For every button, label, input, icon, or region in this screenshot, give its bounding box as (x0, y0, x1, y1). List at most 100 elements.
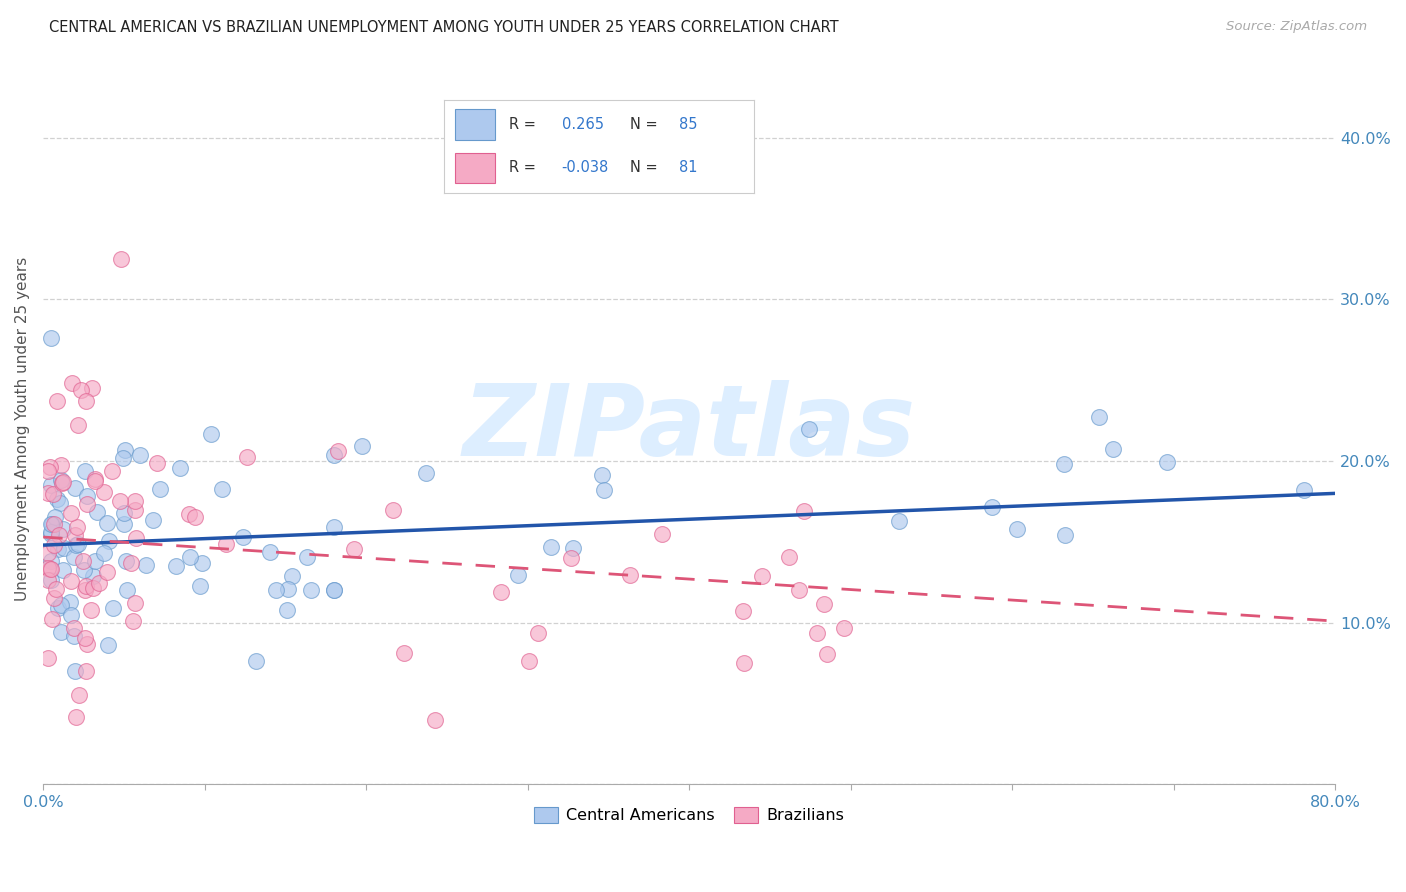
Point (191, 556, 214, 570)
Point (96, 565, 118, 579)
Point (832, 621, 855, 635)
Point (299, 582, 322, 597)
Point (49, 496, 72, 510)
Point (489, 584, 512, 599)
Point (52, 522, 75, 536)
Point (60, 376, 83, 391)
Point (44, 538, 66, 552)
Point (39, 562, 62, 576)
Point (70, 383, 93, 397)
Point (39, 524, 62, 539)
Point (65, 528, 87, 542)
Point (65, 538, 87, 552)
Point (245, 654, 267, 668)
Point (39, 527, 62, 541)
Point (59, 506, 82, 520)
Point (232, 530, 254, 544)
Point (44, 509, 66, 524)
Point (124, 531, 146, 545)
Point (76, 637, 98, 651)
Point (80, 381, 103, 395)
Point (93, 546, 115, 560)
Point (51, 599, 73, 613)
Point (76, 664, 98, 678)
Point (60, 607, 83, 622)
Point (39, 478, 62, 492)
Point (114, 442, 136, 457)
Point (815, 647, 838, 661)
Point (39, 562, 62, 576)
Point (423, 713, 446, 727)
Point (149, 482, 172, 496)
Point (73, 464, 96, 478)
Point (122, 614, 145, 628)
Point (82, 581, 104, 595)
Point (96, 516, 118, 531)
Point (793, 504, 815, 518)
Point (75, 579, 97, 593)
Point (322, 448, 344, 462)
Point (72, 554, 94, 568)
Point (83, 554, 105, 568)
Point (593, 483, 616, 497)
Point (73, 563, 96, 577)
Point (415, 466, 437, 480)
Point (112, 516, 135, 531)
Point (65, 481, 87, 495)
Point (981, 500, 1004, 514)
Point (41, 612, 63, 626)
Point (82, 569, 104, 583)
Point (65, 665, 87, 679)
Point (87, 575, 110, 590)
Point (111, 450, 134, 465)
Point (259, 545, 281, 559)
Point (1054, 527, 1077, 541)
Point (799, 422, 821, 436)
Point (124, 596, 146, 610)
Point (37, 561, 59, 575)
Point (381, 502, 404, 516)
Point (42, 487, 65, 501)
Point (51, 473, 73, 487)
Point (124, 494, 146, 508)
Legend: Central Americans, Brazilians: Central Americans, Brazilians (529, 801, 851, 830)
Point (53, 541, 76, 555)
Point (52, 563, 75, 577)
Point (1294, 483, 1316, 497)
Point (84, 474, 107, 488)
Point (506, 568, 529, 582)
Point (45, 582, 67, 596)
Point (39, 553, 62, 567)
Point (75, 631, 97, 645)
Point (276, 603, 298, 617)
Point (1053, 458, 1076, 472)
Point (41, 573, 63, 587)
Point (322, 582, 344, 597)
Point (37, 486, 59, 500)
Point (76, 489, 98, 503)
Point (39, 460, 62, 475)
Point (37, 651, 59, 665)
Point (142, 513, 165, 527)
Point (135, 558, 157, 573)
Text: CENTRAL AMERICAN VS BRAZILIAN UNEMPLOYMENT AMONG YOUTH UNDER 25 YEARS CORRELATIO: CENTRAL AMERICAN VS BRAZILIAN UNEMPLOYME… (49, 20, 839, 35)
Point (98, 534, 121, 549)
Point (165, 559, 187, 574)
Point (517, 655, 540, 669)
Point (108, 494, 131, 508)
Point (49, 624, 72, 639)
Point (115, 554, 138, 568)
Point (619, 567, 641, 582)
Point (128, 448, 150, 462)
Point (46, 542, 69, 557)
Point (42, 516, 65, 531)
Point (527, 625, 550, 640)
Point (66, 418, 89, 433)
Point (44, 591, 66, 606)
Point (392, 646, 415, 660)
Point (733, 657, 755, 671)
Y-axis label: Unemployment Among Youth under 25 years: Unemployment Among Youth under 25 years (15, 257, 30, 601)
Point (45, 393, 67, 408)
Point (59, 595, 82, 609)
Point (97, 638, 120, 652)
